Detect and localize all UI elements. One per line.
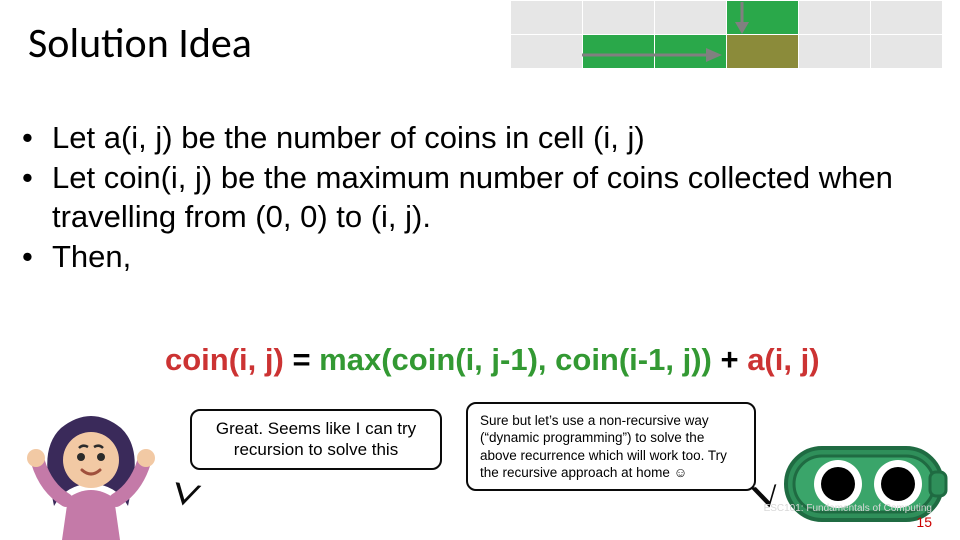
bullet-item: • Let coin(i, j) be the maximum number o… [18, 158, 928, 237]
bullet-item: • Then, [18, 237, 928, 277]
page-number: 15 [916, 514, 932, 530]
formula-part: coin(i, j) [165, 342, 292, 377]
arrow-right-icon [580, 44, 730, 66]
page-title: Solution Idea [28, 18, 252, 69]
grid-cell [871, 35, 943, 69]
bullet-marker: • [18, 158, 52, 237]
bullet-marker: • [18, 118, 52, 158]
student-speech-bubble: Great. Seems like I can try recursion to… [190, 409, 442, 470]
formula-part: a(i, j) [747, 342, 819, 377]
grid-cell [727, 35, 799, 69]
bullet-item: • Let a(i, j) be the number of coins in … [18, 118, 928, 158]
recurrence-formula: coin(i, j) = max(coin(i, j-1), coin(i-1,… [165, 342, 820, 378]
teacher-speech-bubble: Sure but let’s use a non-recursive way (… [466, 402, 756, 491]
grid-cell [799, 35, 871, 69]
formula-part: = [292, 342, 319, 377]
formula-part: + [720, 342, 747, 377]
speech-tail-icon [173, 482, 202, 507]
bullet-text: Then, [52, 237, 928, 277]
formula-part: max(coin(i, j-1), coin(i-1, j)) [319, 342, 720, 377]
slide: Solution Idea • Let a(i, j) be [0, 0, 960, 540]
arrow-down-icon [728, 0, 756, 36]
watermark-text: ESC101: Fundamentals of Computing [764, 503, 932, 514]
girl-avatar-icon [16, 410, 166, 540]
bullet-marker: • [18, 237, 52, 277]
bullet-text: Let a(i, j) be the number of coins in ce… [52, 118, 928, 158]
grid-cell [799, 1, 871, 35]
grid-cell [583, 1, 655, 35]
bullet-list: • Let a(i, j) be the number of coins in … [18, 118, 928, 277]
grid-cell [655, 1, 727, 35]
grid-cell [511, 1, 583, 35]
bullet-text: Let coin(i, j) be the maximum number of … [52, 158, 928, 237]
grid-cell [871, 1, 943, 35]
grid-cell [511, 35, 583, 69]
